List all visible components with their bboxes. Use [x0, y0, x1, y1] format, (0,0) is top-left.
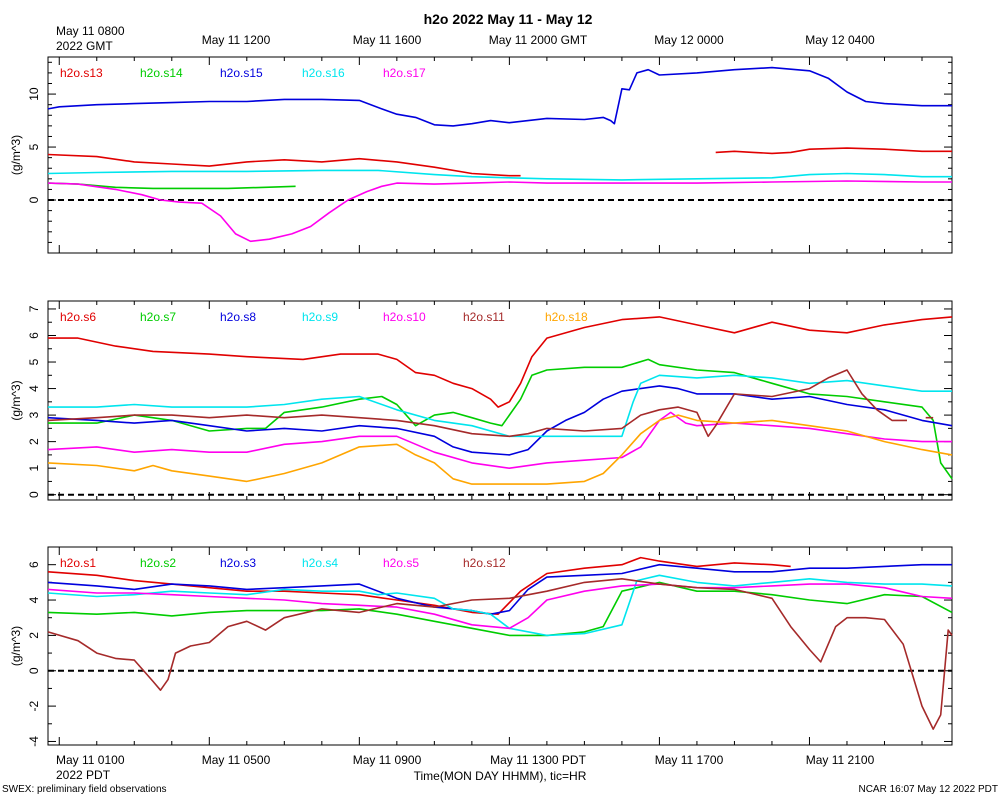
legend-entry: h2o.s13 — [60, 66, 103, 80]
legend-entry: h2o.s4 — [302, 556, 338, 570]
series-line-h2o-s1 — [47, 556, 791, 616]
legend-entry: h2o.s9 — [302, 310, 338, 324]
series-line-h2o-s15 — [47, 66, 952, 127]
pdt-tick-label: May 11 2100 — [806, 753, 875, 767]
y-tick-label: -2 — [27, 700, 41, 711]
pdt-tick-label: May 11 0500 — [202, 753, 271, 767]
series-line-h2o-s12 — [47, 577, 953, 730]
legend-entry: h2o.s14 — [140, 66, 183, 80]
series-line-h2o-s6 — [48, 316, 953, 408]
y-tick-label: 1 — [27, 465, 41, 472]
series-line-h2o-s2 — [47, 581, 953, 637]
series-line-h2o-s11 — [47, 369, 907, 438]
series-line-h2o-s16 — [47, 169, 952, 181]
legend-entry: h2o.s18 — [545, 310, 588, 324]
legend-entry: h2o.s7 — [140, 310, 176, 324]
y-tick-label: 2 — [27, 438, 41, 445]
footer-left: SWEX: preliminary field observations — [2, 784, 167, 795]
legend-entry: h2o.s6 — [60, 310, 96, 324]
gmt-tick-label: May 12 0000 — [654, 33, 724, 47]
series-line-h2o-s3 — [47, 563, 952, 616]
pdt-first-tick-line2: 2022 PDT — [56, 768, 111, 782]
x-axis-label: Time(MON DAY HHMM), tic=HR — [414, 769, 587, 783]
legend-entry: h2o.s17 — [383, 66, 426, 80]
series-line-h2o-s7 — [48, 358, 953, 480]
gmt-first-tick-line2: 2022 GMT — [56, 39, 113, 53]
series-line-h2o-s10 — [47, 411, 952, 470]
y-tick-label: -4 — [27, 736, 41, 747]
chart-panel-1: 0 5 10 (g/m^3) h2o.s13 h2o.s14 h2o.s15 h2o.s16 h… — [9, 56, 953, 254]
chart-panel-3: -4 -2 0 2 4 6 (g/m^3) h2o.s1 h2o.s2 h2o.s3 h2o.s4 h… — [9, 546, 953, 747]
plot-frame — [47, 546, 953, 746]
series-line-h2o-s17 — [47, 180, 952, 243]
y-axis-label: (g/m^3) — [9, 380, 23, 420]
series-line-h2o-s5 — [47, 583, 953, 630]
y-tick-label: 4 — [27, 385, 41, 392]
chart-panel-2: 0 1 2 3 4 5 6 7 (g/m^3) h2o.s6 h2o.s7 h2o.s8 h2o.s9 h… — [9, 300, 953, 501]
legend-entry: h2o.s3 — [220, 556, 256, 570]
legend-entry: h2o.s1 — [60, 556, 96, 570]
y-tick-label: 10 — [27, 87, 41, 101]
y-axis-label: (g/m^3) — [9, 626, 23, 666]
legend-entry: h2o.s2 — [140, 556, 176, 570]
gmt-tick-label: May 12 0400 — [805, 33, 875, 47]
y-tick-label: 2 — [27, 632, 41, 639]
gmt-tick-label: May 11 1200 — [202, 33, 271, 47]
series-line-h2o-s8 — [47, 385, 953, 456]
y-tick-label: 3 — [27, 411, 41, 418]
series-line-h2o-s18 — [47, 414, 953, 485]
pdt-first-tick-line1: May 11 0100 — [56, 753, 125, 767]
series-line-h2o-s13 — [715, 147, 952, 155]
gmt-tick-label: May 11 1600 — [353, 33, 422, 47]
legend-entry: h2o.s10 — [383, 310, 426, 324]
y-tick-label: 0 — [27, 491, 41, 498]
y-tick-label: 4 — [27, 596, 41, 603]
plot-frame — [47, 300, 953, 501]
y-tick-label: 6 — [27, 561, 41, 568]
legend-entry: h2o.s12 — [463, 556, 506, 570]
footer-right: NCAR 16:07 May 12 2022 PDT — [858, 784, 998, 795]
gmt-tick-label: May 11 2000 GMT — [489, 33, 588, 47]
series-line-h2o-s4 — [47, 574, 953, 637]
pdt-tick-label: May 11 1700 — [655, 753, 724, 767]
series-line-h2o-s9 — [48, 374, 952, 438]
plot-frame — [47, 56, 953, 254]
gmt-first-tick-line1: May 11 0800 — [56, 24, 125, 38]
y-tick-label: 0 — [27, 196, 41, 203]
pdt-tick-label: May 11 0900 — [353, 753, 422, 767]
legend-entry: h2o.s11 — [463, 310, 505, 324]
legend-entry: h2o.s5 — [383, 556, 419, 570]
y-tick-label: 5 — [27, 358, 41, 365]
y-tick-label: 7 — [27, 305, 41, 312]
y-tick-label: 6 — [27, 332, 41, 339]
series-line-h2o-s13 — [47, 153, 521, 177]
y-axis-label: (g/m^3) — [9, 135, 23, 175]
pdt-tick-label: May 11 1300 PDT — [490, 753, 586, 767]
legend-entry: h2o.s16 — [302, 66, 345, 80]
y-tick-label: 5 — [27, 143, 41, 150]
legend-entry: h2o.s15 — [220, 66, 263, 80]
legend-entry: h2o.s8 — [220, 310, 256, 324]
chart-title: h2o 2022 May 11 - May 12 — [424, 11, 593, 27]
y-tick-label: 0 — [27, 667, 41, 674]
